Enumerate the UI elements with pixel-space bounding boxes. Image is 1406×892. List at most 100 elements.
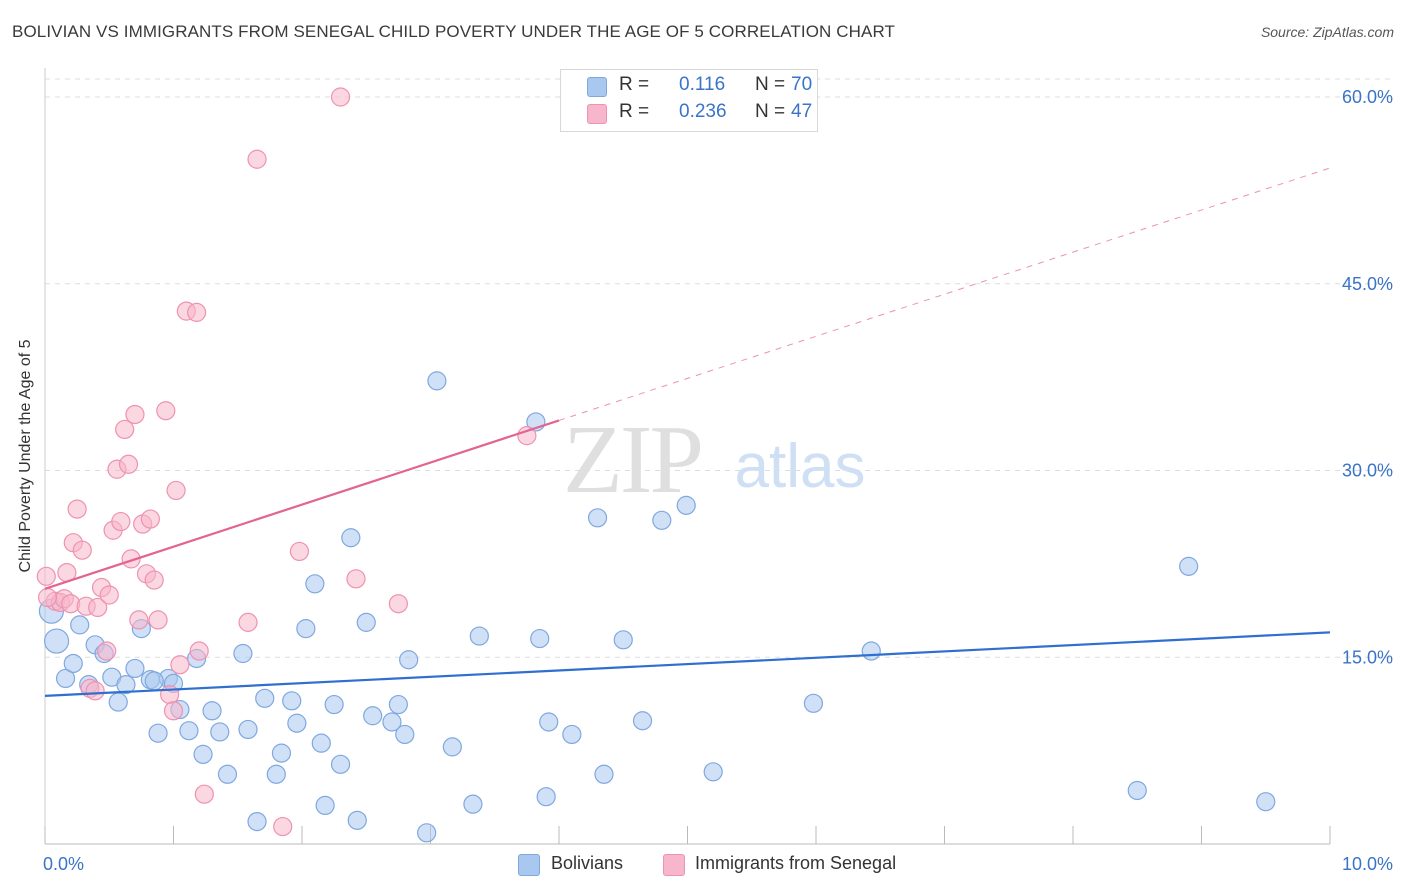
senegal-trend-extension	[558, 167, 1331, 421]
bolivian-point	[399, 650, 419, 670]
bolivian-point	[311, 733, 331, 753]
bolivian-point	[202, 701, 222, 721]
bolivian-point	[271, 743, 292, 763]
bolivian-point	[125, 658, 145, 679]
chart-title: BOLIVIAN VS IMMIGRANTS FROM SENEGAL CHIL…	[12, 22, 896, 41]
watermark: ZIP atlas	[563, 406, 865, 514]
bolivian-point	[613, 630, 633, 650]
n-label: N =	[755, 101, 786, 122]
senegal-point	[189, 641, 209, 661]
bolivian-trend-line	[44, 631, 1331, 697]
senegal-point	[289, 541, 310, 562]
senegal-point	[170, 655, 190, 675]
bolivian-point	[305, 574, 325, 594]
n-value: 47	[791, 101, 813, 122]
r-label: R =	[619, 74, 650, 95]
senegal-point	[140, 509, 160, 529]
senegal-point	[115, 419, 135, 440]
senegal-point	[88, 597, 108, 618]
senegal-point	[517, 426, 537, 446]
y-tick-label: 30.0%	[1342, 461, 1393, 481]
senegal-point	[163, 701, 184, 721]
bolivian-point	[632, 711, 653, 731]
watermark-zip: ZIP	[563, 406, 701, 514]
bolivian-point	[179, 721, 199, 741]
bolivian-point	[63, 653, 83, 674]
senegal-point	[85, 681, 105, 701]
bolivian-point	[427, 371, 447, 391]
senegal-trend-line	[44, 419, 560, 590]
senegal-point	[111, 511, 131, 532]
senegal-point	[166, 480, 186, 501]
bolivian-point	[282, 691, 302, 711]
senegal-point	[129, 610, 149, 630]
y-tick-label: 15.0%	[1342, 647, 1393, 667]
bolivian-point	[417, 823, 437, 843]
senegal-point	[72, 540, 92, 560]
bolivian-point	[861, 641, 881, 661]
senegal-point	[99, 585, 119, 605]
bolivian-point	[43, 628, 70, 654]
bolivian-point	[1179, 556, 1199, 576]
bolivian-point	[108, 692, 128, 712]
bolivians-swatch	[518, 854, 540, 876]
bolivian-point	[55, 668, 76, 689]
senegal-point	[330, 87, 351, 107]
senegal-point	[187, 302, 207, 322]
senegal-point	[238, 612, 258, 632]
bolivians-legend-label: Bolivians	[551, 853, 624, 873]
bolivian-point	[587, 508, 608, 528]
senegal-point	[125, 404, 145, 425]
senegal-point	[388, 594, 408, 614]
senegal-point	[37, 587, 58, 608]
bolivian-point	[287, 713, 307, 733]
pink-swatch	[587, 104, 607, 124]
y-tick-label: 60.0%	[1342, 87, 1393, 107]
senegal-legend-label: Immigrants from Senegal	[695, 853, 897, 873]
bolivian-point	[247, 811, 267, 832]
bolivian-point	[594, 764, 614, 784]
bolivian-point	[210, 722, 230, 742]
n-value: 70	[791, 74, 813, 95]
bolivian-point	[144, 671, 164, 691]
source-credit: Source: ZipAtlas.com	[1260, 24, 1394, 40]
watermark-atlas: atlas	[735, 432, 866, 501]
senegal-point	[118, 454, 139, 474]
tick-label-layer: 15.0% 30.0% 45.0% 60.0% 0.0% 10.0%	[43, 87, 1393, 874]
r-label: R =	[619, 101, 650, 122]
bolivian-point	[296, 619, 316, 639]
bolivian-point	[1127, 780, 1147, 801]
bolivian-point	[255, 688, 275, 708]
r-value: 0.236	[679, 101, 727, 122]
bolivian-point	[341, 528, 361, 548]
bolivian-point	[676, 495, 696, 515]
senegal-point	[148, 610, 168, 630]
bolivian-point	[330, 754, 351, 774]
bolivian-point	[382, 712, 402, 732]
senegal-point	[67, 499, 87, 519]
bolivian-point	[116, 675, 136, 695]
bolivian-point	[356, 612, 376, 632]
bolivian-point	[803, 693, 824, 713]
correlation-legend: R = 0.116 N = 70 R = 0.236 N = 47	[560, 69, 818, 132]
trend-layer	[44, 167, 1331, 697]
senegal-point	[97, 641, 117, 661]
bolivian-point	[363, 706, 383, 726]
y-tick-label: 45.0%	[1342, 274, 1393, 294]
bolivian-point	[347, 810, 367, 830]
senegal-point	[247, 149, 267, 169]
bolivian-point	[395, 724, 415, 745]
x-tick-label: 0.0%	[43, 854, 84, 874]
n-label: N =	[755, 74, 786, 95]
axis-layer	[44, 68, 1331, 845]
bolivian-point	[233, 643, 253, 664]
senegal-point	[156, 401, 176, 421]
bolivian-point	[463, 794, 483, 814]
bolivian-point	[266, 764, 286, 784]
bolivian-point	[217, 764, 238, 784]
r-value: 0.116	[679, 74, 726, 95]
senegal-swatch	[663, 854, 685, 876]
bolivian-point	[562, 724, 582, 745]
senegal-point	[194, 784, 214, 804]
senegal-point	[121, 549, 141, 569]
